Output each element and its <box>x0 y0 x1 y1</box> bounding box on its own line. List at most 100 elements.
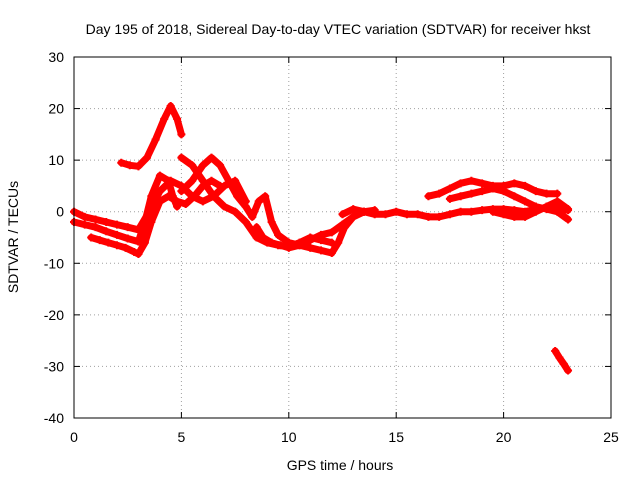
data-point <box>564 366 573 375</box>
data-point <box>510 179 519 188</box>
data-point <box>173 197 182 206</box>
data-point <box>334 238 343 247</box>
data-point <box>488 184 497 193</box>
series-trace-4 <box>117 101 186 171</box>
data-point <box>327 228 336 237</box>
data-point <box>456 179 465 188</box>
data-point <box>207 176 216 185</box>
data-point <box>478 179 487 188</box>
data-point <box>91 223 100 232</box>
data-point <box>413 210 422 219</box>
data-point <box>151 135 160 144</box>
x-tick-label: 25 <box>603 429 619 445</box>
data-point <box>95 236 104 245</box>
data-point <box>117 158 126 167</box>
data-point <box>359 207 368 216</box>
x-axis-label: GPS time / hours <box>287 457 394 473</box>
data-point <box>220 202 229 211</box>
data-point <box>252 223 261 232</box>
data-point <box>392 207 401 216</box>
data-point <box>209 192 218 201</box>
data-point <box>134 225 143 234</box>
y-tick-label: 20 <box>48 101 64 117</box>
data-point <box>456 207 465 216</box>
data-point <box>478 206 487 215</box>
data-point <box>521 181 530 190</box>
data-point <box>130 247 139 256</box>
data-point <box>231 207 240 216</box>
data-point <box>102 218 111 227</box>
series-line <box>117 102 185 170</box>
data-point <box>267 238 276 247</box>
data-point <box>241 218 250 227</box>
data-point <box>327 248 336 257</box>
data-point <box>445 210 454 219</box>
data-point <box>284 243 293 252</box>
data-point <box>125 161 134 170</box>
data-point <box>499 187 508 196</box>
y-axis-label: SDTVAR / TECUs <box>5 181 21 293</box>
data-point <box>521 212 530 221</box>
data-point <box>80 212 89 221</box>
data-point <box>317 230 326 239</box>
data-point <box>259 233 268 242</box>
data-point <box>80 220 89 229</box>
data-point <box>306 236 315 245</box>
data-point <box>553 197 562 206</box>
data-point <box>188 161 197 170</box>
data-point <box>112 230 121 239</box>
data-point <box>166 101 175 110</box>
data-point <box>555 353 564 362</box>
data-point <box>338 210 347 219</box>
data-point <box>91 215 100 224</box>
data-point <box>381 210 390 219</box>
data-series <box>70 101 573 375</box>
data-point <box>274 230 283 239</box>
data-point <box>177 130 186 139</box>
data-point <box>198 161 207 170</box>
x-tick-label: 0 <box>70 429 78 445</box>
data-point <box>551 346 560 355</box>
data-point <box>306 243 315 252</box>
data-point <box>510 212 519 221</box>
data-point <box>424 192 433 201</box>
data-point <box>233 192 242 201</box>
data-point <box>134 250 143 259</box>
x-tick-label: 15 <box>388 429 404 445</box>
data-point <box>456 192 465 201</box>
data-point <box>295 241 304 250</box>
series-line <box>551 347 572 375</box>
data-point <box>123 223 132 232</box>
data-point <box>190 192 199 201</box>
data-point <box>261 192 270 201</box>
data-point <box>267 218 276 227</box>
data-point <box>349 205 358 214</box>
data-point <box>112 241 121 250</box>
data-point <box>564 215 573 224</box>
data-point <box>123 234 132 243</box>
y-tick-label: 0 <box>56 204 64 220</box>
data-point <box>553 189 562 198</box>
data-point <box>104 238 113 247</box>
data-point <box>499 210 508 219</box>
data-point <box>317 246 326 255</box>
data-point <box>559 359 568 368</box>
data-point <box>224 176 233 185</box>
data-point <box>542 189 551 198</box>
data-point <box>216 181 225 190</box>
data-point <box>467 176 476 185</box>
data-point <box>87 233 96 242</box>
data-point <box>542 202 551 211</box>
y-tick-label: 10 <box>48 152 64 168</box>
data-point <box>478 187 487 196</box>
y-tick-label: -10 <box>44 255 64 271</box>
data-point <box>177 187 186 196</box>
data-point <box>198 197 207 206</box>
x-tick-label: 10 <box>281 429 297 445</box>
data-point <box>254 197 263 206</box>
data-point <box>216 161 225 170</box>
plot-frame <box>73 56 612 419</box>
data-point <box>164 192 173 201</box>
data-point <box>143 153 152 162</box>
y-tick-label: -20 <box>44 307 64 323</box>
